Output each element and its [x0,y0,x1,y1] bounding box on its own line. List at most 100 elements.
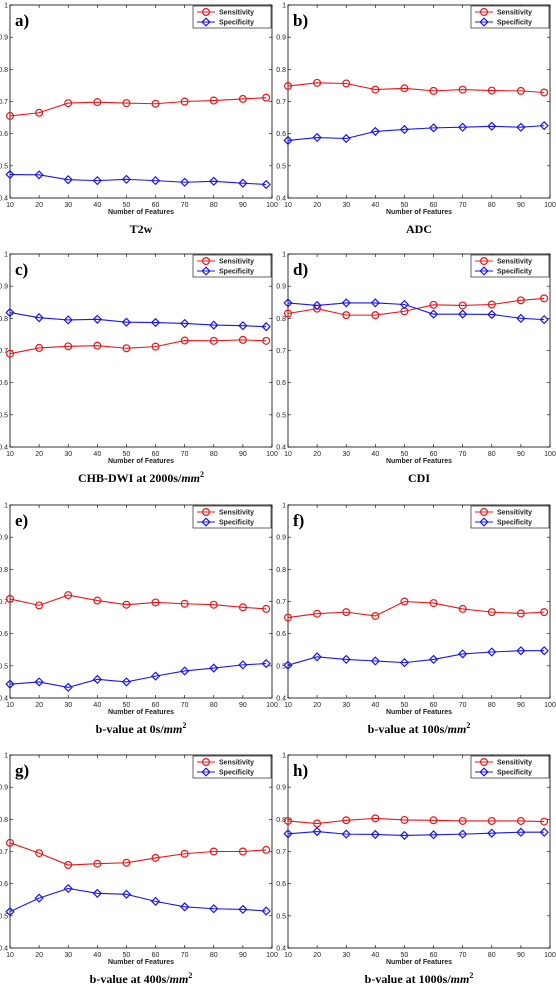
x-tick-label: 20 [35,952,43,959]
x-tick-label: 50 [123,202,131,209]
x-tick-label: 10 [284,952,292,959]
legend-label: Specificity [497,269,532,276]
x-tick-label: 40 [371,451,379,458]
data-point [238,904,248,915]
series-sensitivity [284,78,549,97]
data-point [429,300,438,309]
x-tick-label: 10 [6,702,14,709]
x-tick-label: 40 [93,451,101,458]
data-point [238,335,247,344]
data-point [92,888,102,898]
series-specificity [5,169,271,190]
legend-marker [202,508,211,517]
legend: Sensitivity Specificity [192,254,272,278]
data-point [341,298,351,308]
legend-label: Specificity [497,20,532,27]
series-line [9,339,267,355]
panel-caption: b-value at 400s/mm2 [90,971,193,986]
x-tick-label: 90 [517,702,525,709]
y-tick-label: 0.5 [0,913,8,920]
plot-area [287,504,551,699]
data-point [180,336,189,345]
legend-label: Specificity [497,520,532,527]
x-tick-label: 60 [152,451,160,458]
x-tick-label: 40 [371,702,379,709]
y-tick-label: 0.9 [276,785,286,792]
legend: Sensitivity Specificity [470,755,550,779]
caption-text: b-value at 400s/ [90,972,171,986]
chart-panel-7: 0.4 0.5 0.6 0.7 0.8 0.9 1 10 20 30 40 50 60 70 80 90 100… [0,753,278,987]
data-point [400,84,409,93]
data-point [238,94,247,103]
data-point [458,604,467,613]
data-point [121,317,132,327]
y-tick-label: 0.8 [276,316,286,323]
panel-caption: CHB-DWI at 2000s/mm2 [78,470,204,485]
panel-caption: CDI [408,471,430,485]
chart-panel-3: 0.4 0.5 0.6 0.7 0.8 0.9 1 10 20 30 40 50 60 70 80 90 100… [0,252,278,486]
x-tick-label: 100 [544,952,556,959]
caption-unit: mm [448,722,467,736]
data-point [284,816,293,825]
caption-unit: mm [164,722,183,736]
data-point [5,111,15,120]
y-tick-label: 0.4 [0,696,8,703]
data-point [209,847,218,856]
legend-label: Sensitivity [219,10,254,17]
data-point [5,349,15,358]
panel-label: h) [293,761,308,780]
panel-caption: b-value at 100s/mm2 [368,721,471,736]
data-point [180,666,190,676]
data-point [540,608,549,617]
series-line [287,600,545,619]
data-point [428,309,439,319]
data-point [516,313,526,323]
x-tick-label: 50 [401,202,409,209]
x-tick-label: 50 [123,451,131,458]
series-line [287,831,545,836]
data-point [539,827,549,837]
legend-label: Sensitivity [497,760,532,767]
data-point [341,654,351,665]
y-tick-label: 0.7 [276,348,286,355]
x-axis-label: Number of Features [386,709,452,716]
data-point [92,175,102,186]
data-point [284,309,293,318]
x-tick-label: 100 [544,451,556,458]
y-tick-label: 0.8 [276,67,286,74]
data-point [428,654,439,665]
y-tick-label: 0.4 [0,196,8,203]
x-tick-label: 10 [6,451,14,458]
legend-marker [479,767,489,777]
data-point [262,336,271,345]
legend-label: Specificity [219,520,254,527]
data-point [150,317,161,328]
x-axis-label: Number of Features [108,458,174,465]
legend-marker [480,508,489,517]
panel-caption: T2w [130,222,153,236]
x-tick-label: 100 [266,952,278,959]
legend-label: Specificity [219,770,254,777]
legend-label: Sensitivity [497,10,532,17]
data-point [34,313,44,323]
data-point [312,300,322,311]
data-point [151,598,160,607]
y-tick-label: 0.4 [276,445,286,452]
data-point [516,122,526,132]
x-tick-label: 30 [342,202,350,209]
legend-label: Sensitivity [497,510,532,517]
series-sensitivity [5,591,271,613]
x-tick-label: 50 [401,702,409,709]
y-tick-label: 0.9 [276,535,286,542]
caption-exponent: 2 [182,721,186,730]
legend-marker [479,266,489,276]
y-tick-label: 1 [4,3,8,10]
data-point [539,314,549,325]
y-tick-label: 1 [282,503,286,510]
series-specificity [5,883,271,917]
data-point [516,86,525,95]
x-axis-label: Number of Features [386,209,452,216]
panel-label: d) [293,260,308,279]
legend: Sensitivity Specificity [470,254,550,278]
y-tick-label: 0.5 [0,163,8,170]
